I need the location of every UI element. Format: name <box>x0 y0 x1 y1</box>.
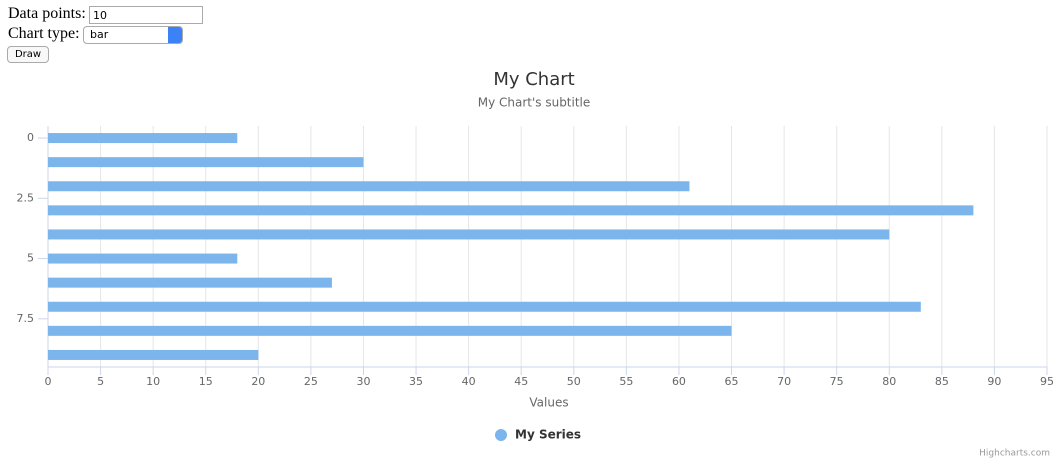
x-tick-label: 30 <box>356 375 370 388</box>
x-tick-label: 80 <box>882 375 896 388</box>
bar <box>48 157 364 168</box>
label: Data points: <box>8 5 86 22</box>
x-tick-label: 15 <box>199 375 213 388</box>
x-tick-label: 40 <box>462 375 476 388</box>
x-tick-label: 20 <box>251 375 265 388</box>
x-tick-label: 5 <box>97 375 104 388</box>
x-tick-label: 85 <box>935 375 949 388</box>
x-tick-label: 75 <box>830 375 844 388</box>
bar <box>48 181 690 192</box>
chart-title: My Chart <box>493 69 574 90</box>
x-tick-label: 35 <box>409 375 423 388</box>
x-tick-label: 65 <box>725 375 739 388</box>
bar <box>48 277 332 288</box>
label: Chart type: <box>8 25 80 42</box>
axis-title: Values <box>529 396 568 410</box>
bar <box>48 133 238 144</box>
bar <box>48 229 890 240</box>
bar <box>48 301 921 312</box>
y-tick-label: 5 <box>27 252 34 265</box>
y-tick-label: 0 <box>27 131 34 144</box>
select-value: bar <box>90 28 109 41</box>
x-tick-label: 10 <box>146 375 160 388</box>
chart-type-select[interactable]: bar <box>83 26 183 44</box>
select-arrow <box>168 27 182 43</box>
legend-label: My Series <box>515 428 581 442</box>
bar <box>48 325 732 336</box>
credits[interactable]: Highcharts.com <box>979 449 1050 459</box>
x-tick-label: 45 <box>514 375 528 388</box>
y-tick-label: 7.5 <box>17 312 35 325</box>
bar <box>48 205 974 216</box>
bar <box>48 349 259 360</box>
x-tick-label: 60 <box>672 375 686 388</box>
x-tick-label: 95 <box>1040 375 1054 388</box>
bar <box>48 253 238 264</box>
legend-marker <box>495 429 507 441</box>
x-tick-label: 50 <box>567 375 581 388</box>
chart-subtitle: My Chart's subtitle <box>478 96 591 110</box>
y-tick-label: 2.5 <box>17 191 35 204</box>
draw-button[interactable]: Draw <box>7 46 49 63</box>
x-tick-label: 25 <box>304 375 318 388</box>
data-points-input[interactable] <box>89 6 203 24</box>
x-tick-label: 90 <box>987 375 1001 388</box>
x-tick-label: 0 <box>45 375 52 388</box>
x-tick-label: 55 <box>619 375 633 388</box>
x-tick-label: 70 <box>777 375 791 388</box>
